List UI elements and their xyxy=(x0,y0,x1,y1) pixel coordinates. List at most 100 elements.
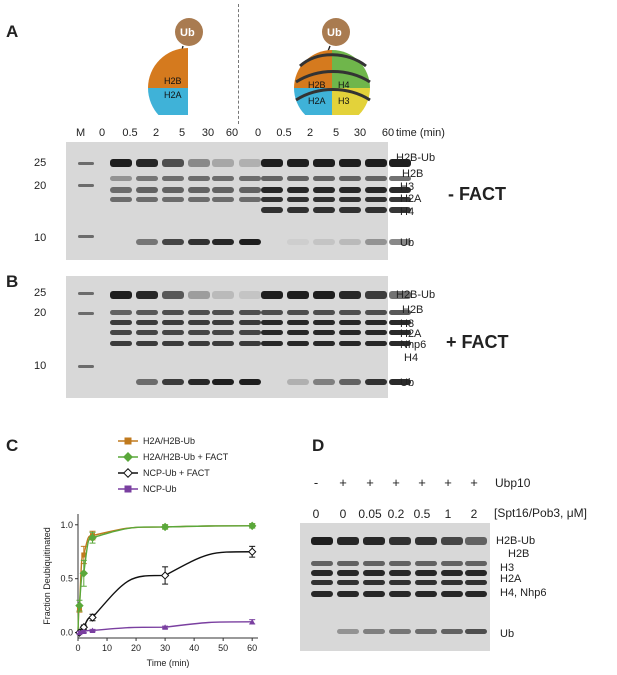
gel-band xyxy=(136,341,158,346)
gel-band xyxy=(363,580,385,585)
y-tick-label: 1.0 xyxy=(60,520,73,530)
legend-label: H2A/H2B-Ub xyxy=(143,436,196,446)
gel-band xyxy=(212,159,234,167)
dimer-label-h2a: H2A xyxy=(164,90,182,100)
gel-band xyxy=(162,379,184,385)
concentration-value: 2 xyxy=(470,507,478,521)
gel-band xyxy=(389,207,411,213)
band-label-h3-d: H3 xyxy=(500,562,515,574)
gel-band xyxy=(441,629,463,634)
gel-band xyxy=(365,341,387,346)
gel-band xyxy=(389,197,411,202)
concentration-label: [Spt16/Pob3, μM] xyxy=(494,506,587,520)
gel-band xyxy=(212,379,234,385)
legend-swatch xyxy=(118,468,138,478)
gel-band xyxy=(311,561,333,566)
gel-band xyxy=(188,320,210,325)
gel-band xyxy=(389,239,411,245)
gel-band xyxy=(239,310,261,315)
gel-band xyxy=(465,537,487,545)
legend-label: NCP-Ub xyxy=(143,484,177,494)
gel-band xyxy=(287,330,309,335)
gel-band xyxy=(239,291,261,299)
gel-band xyxy=(188,187,210,193)
gel-band xyxy=(339,330,361,335)
ubp10-sign: + xyxy=(392,475,400,490)
gel-band xyxy=(287,207,309,213)
gel-band xyxy=(365,197,387,202)
gel-band xyxy=(188,341,210,346)
condition-label-minus-fact: - FACT xyxy=(448,184,506,204)
data-point xyxy=(75,601,84,610)
gel-band xyxy=(136,197,158,202)
gel-band xyxy=(311,570,333,576)
ubp10-label: Ubp10 xyxy=(495,476,531,490)
gel-band xyxy=(363,561,385,566)
gel-band xyxy=(261,207,283,213)
band-label-h2b-a: H2B xyxy=(402,168,424,180)
gel-band xyxy=(162,341,184,346)
gel-band xyxy=(261,159,283,167)
y-tick-label: 0.0 xyxy=(60,628,73,638)
gel-band xyxy=(239,187,261,193)
band-label-h2a-b: H2A xyxy=(400,328,422,340)
condition-divider xyxy=(238,4,239,124)
gel-band xyxy=(337,591,359,597)
ub-sphere xyxy=(322,18,350,46)
nucleosome-ub-illustration: H2B H4 H2A H3 Ub xyxy=(294,18,371,115)
band-label-h2b-b: H2B xyxy=(402,304,424,316)
gel-band xyxy=(339,239,361,245)
gel-band xyxy=(212,239,234,245)
mw-20-a: 20 xyxy=(34,180,47,192)
legend-label: NCP-Ub + FACT xyxy=(143,468,210,478)
gel-panel-b xyxy=(66,276,411,398)
gel-band xyxy=(313,239,335,245)
gel-band xyxy=(313,379,335,385)
gel-band xyxy=(110,320,132,325)
gel-band xyxy=(162,239,184,245)
gel-band xyxy=(287,341,309,346)
gel-band xyxy=(441,537,463,545)
gel-band xyxy=(110,310,132,315)
mw-10-a: 10 xyxy=(34,232,47,244)
gel-band xyxy=(212,310,234,315)
gel-band xyxy=(389,291,411,299)
gel-band xyxy=(441,591,463,597)
gel-band xyxy=(339,197,361,202)
gel-band xyxy=(188,330,210,335)
gel-band xyxy=(239,330,261,335)
panel-c-letter: C xyxy=(6,436,19,455)
gel-band xyxy=(136,187,158,193)
ubp10-sign: - xyxy=(313,475,319,490)
band-label-h2b-d: H2B xyxy=(508,548,530,560)
gel-band xyxy=(311,537,333,545)
concentration-value: 0.05 xyxy=(358,507,382,521)
gel-band xyxy=(339,320,361,325)
timepoint-label: 60 xyxy=(225,127,239,139)
gel-band xyxy=(363,570,385,576)
gel-band xyxy=(465,580,487,585)
gel-band xyxy=(365,330,387,335)
gel-band xyxy=(337,580,359,585)
gel-band xyxy=(136,291,158,299)
gel-band xyxy=(365,310,387,315)
ubp10-sign: + xyxy=(339,475,347,490)
gel-band xyxy=(311,580,333,585)
timepoint-label: 5 xyxy=(332,127,340,139)
gel-band xyxy=(287,379,309,385)
gel-band xyxy=(389,159,411,167)
gel-band xyxy=(365,187,387,193)
legend-entry: H2A/H2B-Ub + FACT xyxy=(118,452,228,462)
gel-band xyxy=(212,197,234,202)
x-tick-label: 10 xyxy=(102,643,112,653)
nuc-label-h2b: H2B xyxy=(308,80,326,90)
gel-band xyxy=(389,379,411,385)
data-point xyxy=(89,627,96,633)
gel-band xyxy=(212,176,234,181)
marker-band xyxy=(78,292,94,295)
gel-band xyxy=(337,629,359,634)
gel-band xyxy=(363,629,385,634)
x-tick-label: 20 xyxy=(131,643,141,653)
gel-band xyxy=(136,159,158,167)
gel-band xyxy=(313,341,335,346)
